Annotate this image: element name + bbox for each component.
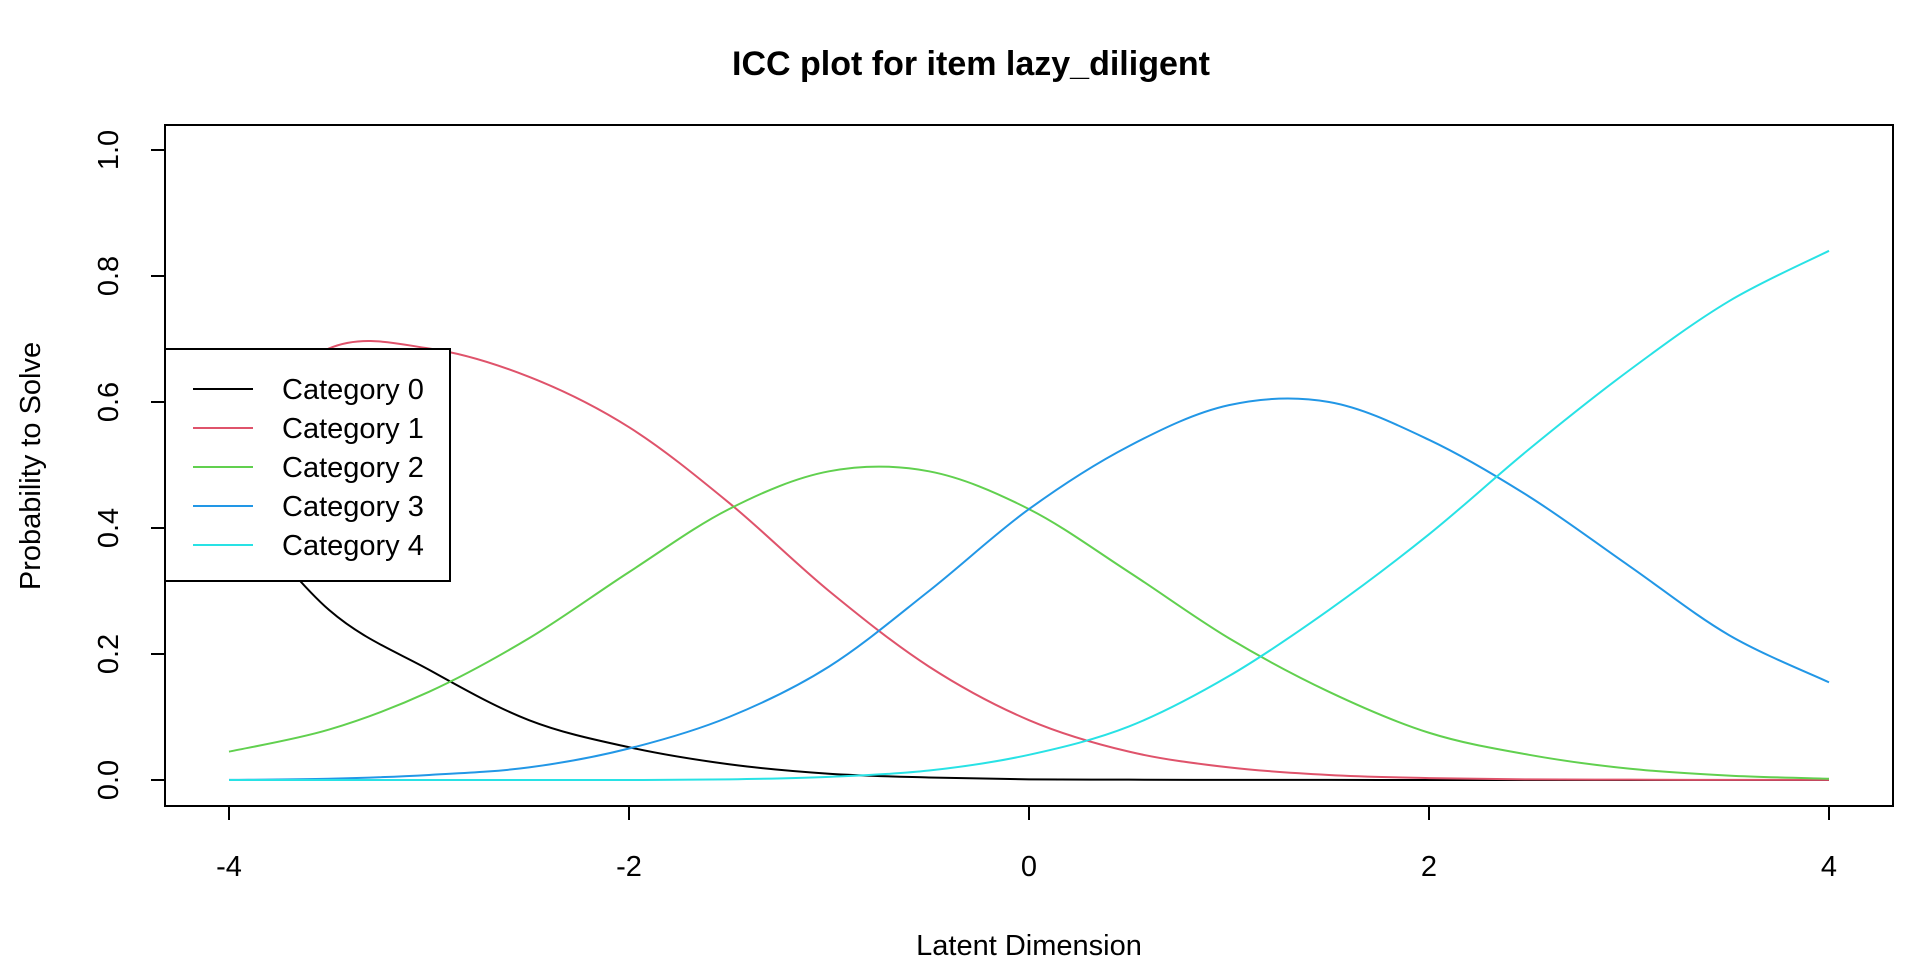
legend-label: Category 1 — [282, 413, 424, 445]
legend: Category 0 Category 1 Category 2 Category 3… — [164, 348, 451, 582]
y-tick-label: 1.0 — [93, 130, 125, 170]
y-tick-label: 0.8 — [93, 256, 125, 296]
series-line-category-2 — [228, 465, 1830, 780]
y-axis-label: Probability to Solve — [15, 342, 47, 590]
x-axis-label: Latent Dimension — [916, 930, 1142, 960]
legend-label: Category 3 — [282, 491, 424, 523]
legend-box — [164, 348, 451, 582]
legend-label: Category 2 — [282, 452, 424, 484]
y-axis: 0.0 0.2 0.4 0.6 0.8 1.0 — [93, 130, 166, 800]
y-tick-label: 0.0 — [93, 760, 125, 800]
y-tick-label: 0.4 — [93, 508, 125, 548]
legend-label: Category 0 — [282, 374, 424, 406]
y-tick-label: 0.6 — [93, 382, 125, 422]
series-line-category-4 — [229, 249, 1830, 782]
x-tick-label: 4 — [1821, 851, 1837, 883]
x-tick-label: -4 — [216, 851, 242, 883]
x-tick-label: -2 — [616, 851, 642, 883]
series-line-category-0 — [228, 495, 1829, 782]
series-line-category-3 — [228, 397, 1830, 781]
legend-label: Category 4 — [282, 530, 424, 562]
x-axis: -4 -2 0 2 4 — [216, 805, 1837, 883]
series-line-category-1 — [228, 339, 1830, 781]
x-tick-label: 2 — [1421, 851, 1437, 883]
chart-title: ICC plot for item lazy_diligent — [732, 45, 1210, 83]
x-tick-label: 0 — [1021, 851, 1037, 883]
series-lines — [228, 249, 1830, 782]
y-tick-label: 0.2 — [93, 634, 125, 674]
